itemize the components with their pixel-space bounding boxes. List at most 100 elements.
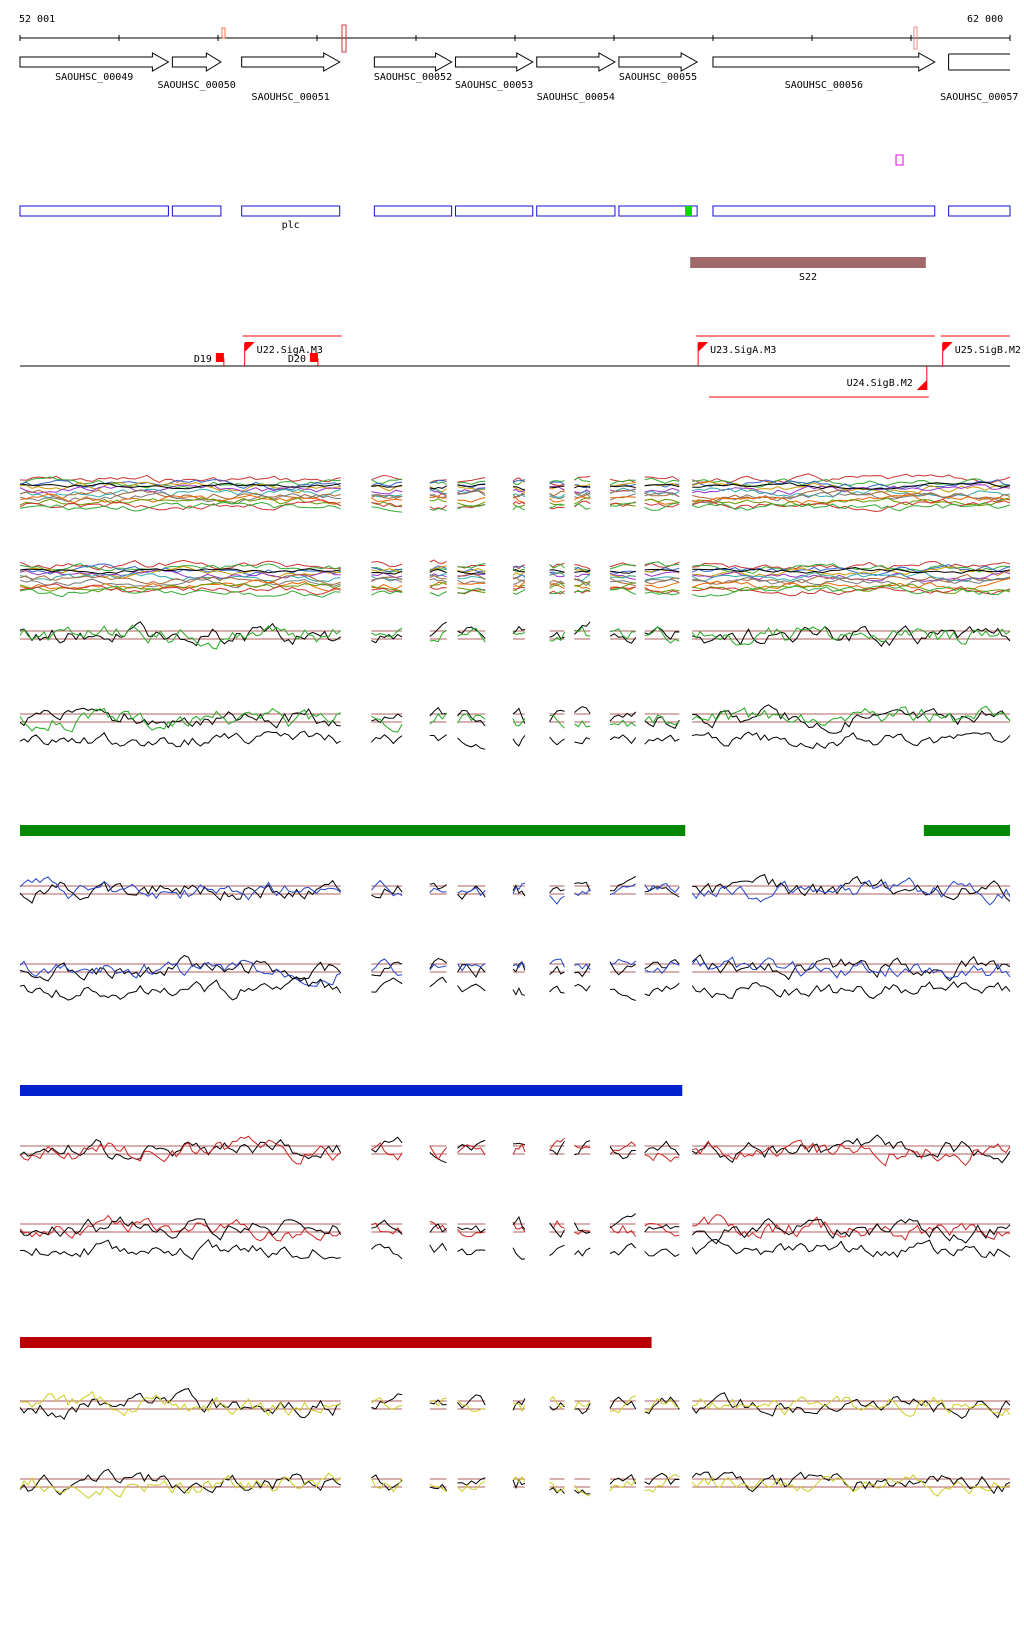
expression-profile <box>429 882 447 890</box>
expression-profile <box>609 587 636 596</box>
expression-profile <box>457 570 486 575</box>
expression-profile <box>549 709 565 723</box>
expression-profile <box>457 582 486 585</box>
expression-profile <box>609 711 637 722</box>
expression-profile <box>574 1229 591 1236</box>
expression-profile <box>19 1238 341 1261</box>
expression-profile <box>691 877 1011 906</box>
expression-profile <box>549 480 565 483</box>
expression-profile <box>19 1388 341 1420</box>
expression-profile <box>692 573 1011 585</box>
expression-profile <box>549 493 565 498</box>
expression-profile <box>371 590 403 596</box>
expression-profile <box>644 498 680 504</box>
expression-profile <box>692 585 1011 598</box>
expression-profile <box>429 495 447 499</box>
expression-profile <box>429 586 447 590</box>
expression-profile <box>644 492 680 498</box>
expression-profile <box>691 1134 1011 1164</box>
expression-profile <box>429 485 447 493</box>
expression-profile <box>429 1399 447 1406</box>
expression-profile <box>574 1144 591 1149</box>
expression-profile <box>429 559 447 565</box>
promoter-flag <box>942 342 953 352</box>
expression-profile <box>549 490 565 497</box>
expression-profile <box>574 888 591 897</box>
expression-profile <box>371 1222 403 1235</box>
expression-profile <box>371 506 403 513</box>
expression-profile <box>644 576 680 581</box>
expression-profile <box>19 583 341 596</box>
expression-profile <box>19 501 341 512</box>
expression-profile <box>512 1142 525 1146</box>
gene-label: SAOUHSC_00051 <box>252 92 330 103</box>
expression-profile <box>574 1247 591 1257</box>
expression-profile <box>644 734 680 745</box>
expression-profile <box>609 1224 637 1237</box>
expression-profile <box>609 577 636 587</box>
expression-profile <box>19 585 341 598</box>
gene-arrow <box>171 52 222 72</box>
expression-profile <box>549 965 565 975</box>
expression-profile <box>574 573 591 578</box>
expression-profile <box>429 712 448 725</box>
expression-profile <box>512 1479 526 1490</box>
gene-label: SAOUHSC_00055 <box>619 72 697 83</box>
expression-profile <box>574 589 591 593</box>
expression-profile <box>574 963 591 978</box>
expression-profile <box>609 570 636 574</box>
gene-label: SAOUHSC_00057 <box>940 92 1018 103</box>
expression-profile <box>644 1248 680 1257</box>
expression-profile <box>512 571 526 576</box>
expression-profile <box>574 1403 591 1415</box>
expression-profile <box>609 719 637 727</box>
expression-profile <box>429 1483 447 1493</box>
expression-profile <box>644 591 680 596</box>
condition-bar <box>20 1337 652 1348</box>
expression-profile <box>549 569 565 573</box>
expression-profile <box>512 576 526 583</box>
expression-profile <box>644 1224 680 1233</box>
expression-profile <box>457 713 486 724</box>
expression-profile <box>691 954 1011 982</box>
expression-profile <box>19 621 341 647</box>
expression-profile <box>644 477 680 485</box>
expression-profile <box>457 477 486 483</box>
expression-profile <box>457 1481 486 1493</box>
expression-profile <box>512 569 525 573</box>
expression-profile <box>19 578 341 589</box>
expression-profile <box>371 879 403 897</box>
expression-profile <box>512 1475 526 1484</box>
expression-profile <box>692 481 1011 494</box>
expression-profile <box>371 570 403 575</box>
expression-profile <box>429 493 447 499</box>
expression-profile <box>692 479 1011 491</box>
gene-label: SAOUHSC_00049 <box>55 72 133 83</box>
expression-profile <box>19 876 342 901</box>
expression-profile <box>573 1400 591 1410</box>
expression-profile <box>457 1144 486 1156</box>
expression-profile <box>644 561 680 567</box>
expression-profile <box>549 506 565 510</box>
expression-profile <box>549 582 565 589</box>
expression-profile <box>549 503 565 508</box>
expression-profile <box>512 488 526 493</box>
expression-profile <box>644 587 680 595</box>
selection-marker <box>895 154 904 166</box>
expression-profile <box>644 487 680 493</box>
expression-profile <box>644 1397 680 1412</box>
condition-bar <box>20 1085 683 1096</box>
expression-profile <box>19 1135 342 1165</box>
expression-profile <box>371 961 403 977</box>
expression-profile <box>574 1140 591 1156</box>
expression-profile <box>644 886 680 898</box>
expression-profile <box>574 581 591 588</box>
expression-profile <box>692 1214 1011 1241</box>
expression-profile <box>371 1396 403 1411</box>
expression-profile <box>429 1220 448 1232</box>
ruler-end-label: 62 000 <box>967 14 1004 25</box>
expression-profile <box>371 713 403 724</box>
cds-highlight <box>685 206 692 216</box>
expression-profile <box>371 1474 403 1491</box>
gene-arrow <box>618 52 699 72</box>
